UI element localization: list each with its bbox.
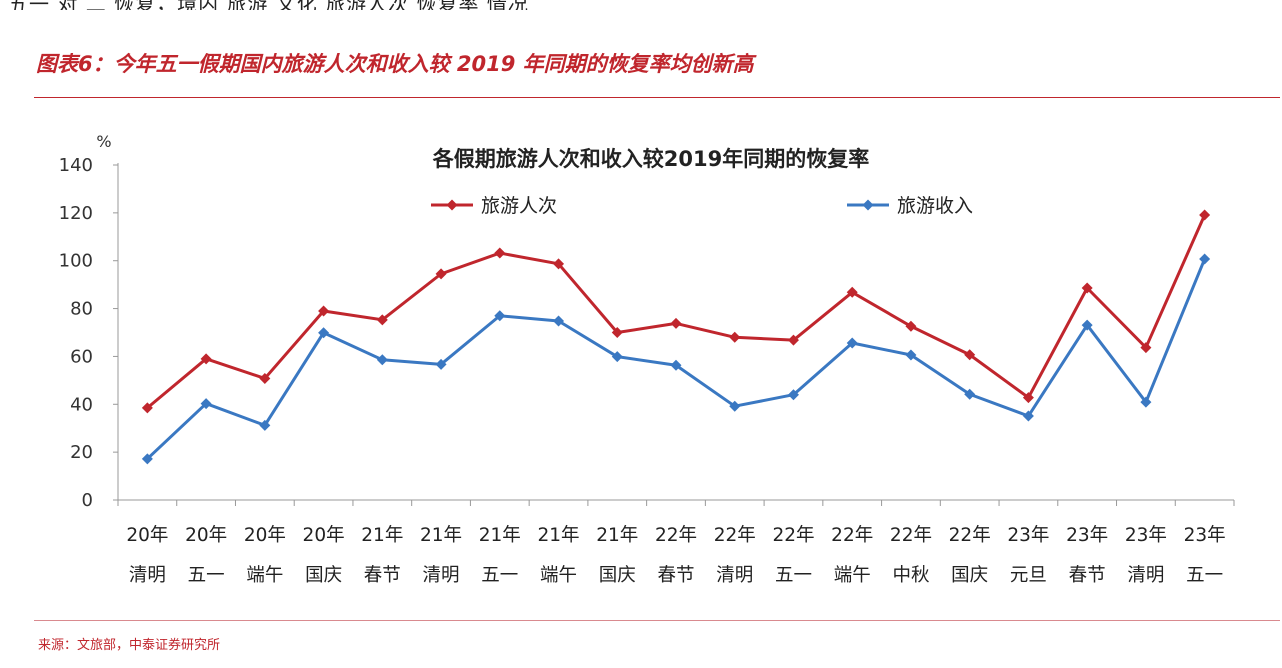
x-category-holiday: 清明	[423, 565, 460, 586]
y-tick-label: 60	[70, 346, 93, 367]
x-category-year: 22年	[890, 525, 932, 546]
legend-marker-0	[446, 199, 458, 211]
y-axis-unit: %	[96, 132, 111, 151]
x-category-year: 23年	[1125, 525, 1167, 546]
data-point-0	[670, 317, 682, 329]
data-point-1	[787, 389, 799, 401]
data-point-0	[611, 327, 623, 338]
x-category-holiday: 国庆	[599, 565, 636, 586]
data-point-0	[259, 372, 271, 384]
x-category-year: 21年	[479, 525, 521, 546]
data-point-0	[846, 286, 858, 298]
data-point-0	[494, 247, 506, 259]
data-point-1	[1140, 396, 1152, 408]
data-point-1	[846, 337, 858, 349]
data-point-1	[1081, 319, 1093, 331]
data-point-1	[494, 310, 506, 322]
line-chart: 020406080100120140%20年清明20年五一20年端午20年国庆2…	[59, 132, 1235, 586]
x-category-holiday: 端午	[246, 565, 283, 586]
source-note: 来源：文旅部，中泰证券研究所	[38, 638, 221, 653]
x-category-year: 21年	[420, 525, 462, 546]
data-point-0	[435, 268, 447, 280]
x-category-holiday: 五一	[481, 565, 518, 586]
x-category-year: 22年	[714, 525, 756, 546]
x-category-holiday: 中秋	[892, 565, 929, 586]
x-category-holiday: 春节	[364, 565, 401, 586]
data-point-1	[1022, 410, 1034, 422]
x-category-year: 23年	[1007, 525, 1049, 546]
x-category-year: 20年	[303, 525, 345, 546]
x-category-year: 20年	[126, 525, 168, 546]
x-category-year: 22年	[949, 525, 991, 546]
y-tick-label: 20	[70, 442, 93, 463]
data-point-0	[729, 331, 741, 343]
x-category-year: 21年	[538, 525, 580, 546]
data-point-0	[1081, 282, 1093, 294]
data-point-0	[964, 349, 976, 361]
data-point-1	[553, 315, 565, 327]
x-category-holiday: 春节	[1069, 565, 1106, 586]
x-category-holiday: 端午	[834, 565, 871, 586]
data-point-0	[1199, 209, 1211, 221]
x-category-holiday: 元旦	[1010, 565, 1047, 586]
chart-title: 各假期旅游人次和收入较2019年同期的恢复率	[432, 147, 869, 171]
data-point-0	[553, 258, 565, 270]
data-point-0	[376, 314, 388, 326]
data-point-0	[318, 305, 330, 317]
data-point-1	[259, 419, 271, 431]
data-point-1	[141, 453, 153, 465]
title-divider	[34, 97, 1280, 98]
series-line-1	[146, 258, 1207, 460]
top-cut-text-strip: 五一 对 二 恢复，境内 旅游 文化 旅游人次 恢复率 情况	[0, 0, 1282, 10]
data-point-1	[1199, 253, 1211, 265]
x-category-year: 21年	[361, 525, 403, 546]
x-category-year: 22年	[831, 525, 873, 546]
y-tick-label: 0	[82, 490, 93, 511]
data-point-1	[435, 358, 447, 370]
x-category-holiday: 五一	[1186, 565, 1223, 586]
x-category-year: 20年	[185, 525, 227, 546]
data-point-1	[376, 354, 388, 366]
legend-label-1: 旅游收入	[897, 195, 973, 217]
x-category-holiday: 清明	[1127, 565, 1164, 586]
x-category-year: 21年	[596, 525, 638, 546]
data-point-1	[905, 349, 917, 361]
y-tick-label: 120	[59, 203, 93, 224]
data-point-1	[729, 400, 741, 412]
data-point-0	[905, 320, 917, 332]
y-tick-label: 40	[70, 394, 93, 415]
y-tick-label: 140	[59, 155, 93, 176]
data-point-0	[141, 402, 153, 414]
data-point-0	[1140, 342, 1152, 354]
figure-title: 图表6：今年五一假期国内旅游人次和收入较 2019 年同期的恢复率均创新高	[36, 52, 754, 76]
y-tick-label: 100	[59, 251, 93, 272]
x-category-holiday: 五一	[188, 565, 225, 586]
x-category-holiday: 五一	[775, 565, 812, 586]
data-point-1	[318, 327, 330, 339]
data-point-1	[200, 398, 212, 410]
data-point-0	[200, 353, 212, 365]
data-point-1	[670, 359, 682, 371]
data-point-0	[787, 334, 799, 346]
data-point-1	[964, 388, 976, 400]
x-category-holiday: 国庆	[305, 565, 342, 586]
x-category-holiday: 国庆	[951, 565, 988, 586]
data-point-0	[1022, 392, 1034, 404]
y-tick-label: 80	[70, 299, 93, 320]
source-divider	[34, 620, 1280, 621]
x-category-year: 23年	[1184, 525, 1226, 546]
x-category-year: 22年	[772, 525, 814, 546]
data-point-1	[611, 351, 623, 363]
legend-label-0: 旅游人次	[481, 195, 557, 217]
x-category-holiday: 端午	[540, 565, 577, 586]
x-category-year: 23年	[1066, 525, 1108, 546]
series-line-0	[146, 214, 1207, 410]
x-category-year: 22年	[655, 525, 697, 546]
legend-marker-1	[862, 199, 874, 211]
x-category-holiday: 清明	[129, 565, 166, 586]
x-category-year: 20年	[244, 525, 286, 546]
x-category-holiday: 清明	[716, 565, 753, 586]
x-category-holiday: 春节	[657, 565, 694, 586]
top-cut-text: 五一 对 二 恢复，境内 旅游 文化 旅游人次 恢复率 情况	[8, 0, 529, 10]
